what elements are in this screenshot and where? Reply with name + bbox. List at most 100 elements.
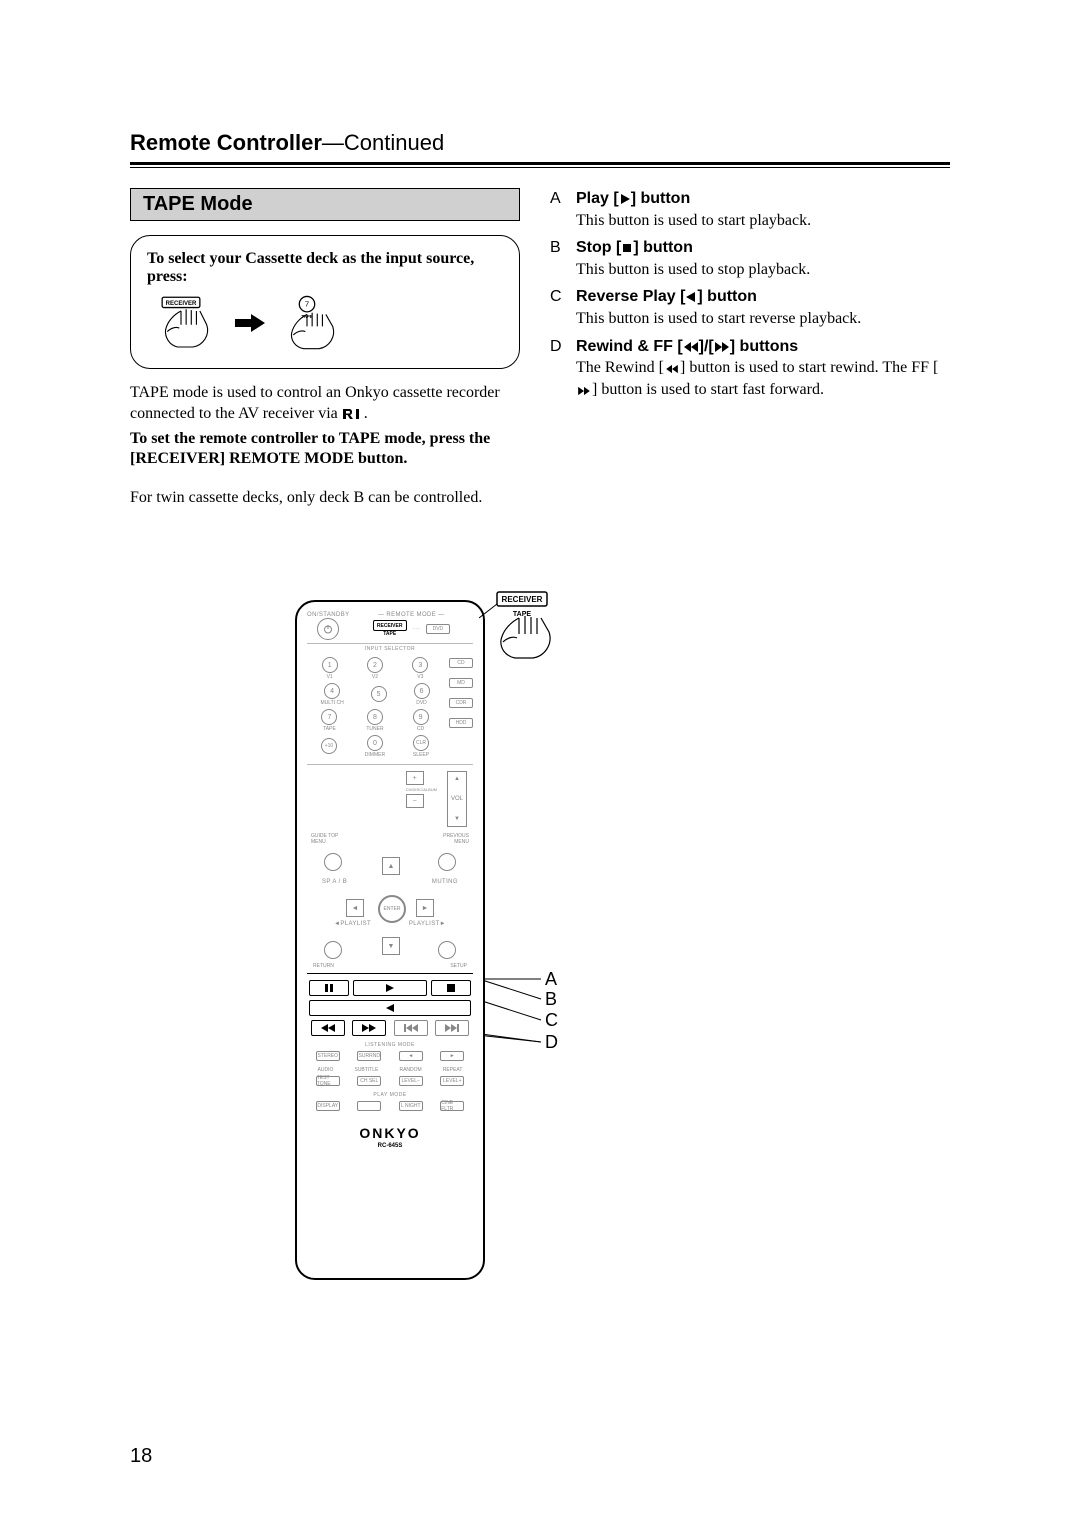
arrow-right-icon	[235, 314, 265, 332]
num-6: 6	[414, 683, 430, 699]
t: Play [	[576, 190, 619, 207]
setup-button	[438, 941, 456, 959]
num-0: 0	[367, 735, 383, 751]
callout-box: To select your Cassette deck as the inpu…	[130, 235, 520, 369]
cinefltr-button: CINE FLTR	[440, 1101, 464, 1111]
play-icon	[385, 983, 395, 993]
lbl-return: RETURN	[313, 963, 334, 969]
lbl-play-mode: PLAY MODE	[307, 1092, 473, 1098]
lbl-remote-mode: — REMOTE MODE —	[378, 612, 445, 618]
remote-body: ON/STANDBY — REMOTE MODE — RECEIVER TAPE…	[295, 600, 485, 1280]
lbl-input-selector: INPUT SELECTOR	[307, 646, 473, 652]
cd-button: CD	[449, 658, 473, 668]
lbl-muting: MUTING	[432, 879, 458, 885]
body-p1b: .	[364, 405, 368, 422]
right-column: A Play [] button This button is used to …	[550, 188, 950, 513]
lbl-playlist-r: PLAYLIST►	[409, 921, 446, 927]
receiver-mode-button: RECEIVER TAPE	[373, 620, 407, 637]
t: The Rewind [	[576, 359, 664, 376]
num-plus10: +10	[321, 738, 337, 754]
lm-surrnd: SURRND	[357, 1051, 381, 1061]
num-5: 5	[371, 686, 387, 702]
callout-receiver-label: RECEIVER	[166, 301, 197, 307]
t: Rewind & FF [	[576, 338, 683, 355]
rewind-button	[311, 1020, 345, 1036]
callout-graphics: RECEIVER 7 TAPE	[157, 294, 503, 352]
ff-icon	[362, 1024, 376, 1032]
reverse-play-icon	[385, 1003, 395, 1013]
nav-left: ◄	[346, 899, 364, 917]
prev-track-button	[394, 1020, 428, 1036]
item-desc: This button is used to start reverse pla…	[576, 308, 950, 330]
reverse-play-icon	[685, 291, 697, 303]
t: ] button is used to start rewind. The FF…	[680, 359, 938, 376]
model-number: RC-645S	[307, 1143, 473, 1149]
item-title: Rewind & FF []/[] buttons	[576, 336, 950, 358]
rewind-icon	[664, 364, 680, 374]
num-2: 2	[367, 657, 383, 673]
t: ] button	[633, 239, 693, 256]
item-body: Rewind & FF []/[] buttons The Rewind [ ] …	[576, 336, 950, 401]
t: Reverse Play [	[576, 288, 685, 305]
lm-left: ◄	[399, 1051, 423, 1061]
prev-menu-button	[438, 853, 456, 871]
lbl-prev-menu: PREVIOUS MENU	[429, 833, 469, 845]
cdr-button: CDR	[449, 698, 473, 708]
nav-up: ▲	[382, 857, 400, 875]
item-title: Stop [] button	[576, 237, 950, 259]
num-4: 4	[324, 683, 340, 699]
ri-icon	[342, 408, 364, 420]
clr-button: CLR	[413, 735, 429, 751]
display-button: DISPLAY	[316, 1101, 340, 1111]
item-b: B Stop [] button This button is used to …	[550, 237, 950, 280]
item-title: Play [] button	[576, 188, 950, 210]
power-icon	[323, 624, 333, 634]
leader-c: C	[545, 1010, 558, 1031]
num-1: 1	[322, 657, 338, 673]
lnight-button: L NIGHT	[399, 1101, 423, 1111]
num-9: 9	[413, 709, 429, 725]
next-track-icon	[445, 1024, 459, 1032]
leader-lines	[485, 600, 557, 1280]
body-p1: TAPE mode is used to control an Onkyo ca…	[130, 383, 520, 425]
lbl-setup: SETUP	[450, 963, 467, 969]
level-minus-button: LEVEL−	[399, 1076, 423, 1086]
item-body: Play [] button This button is used to st…	[576, 188, 950, 231]
prev-track-icon	[404, 1024, 418, 1032]
leader-d: D	[545, 1032, 558, 1053]
hand-press-receiver-icon: RECEIVER	[157, 294, 217, 352]
item-c: C Reverse Play [] button This button is …	[550, 286, 950, 329]
page-number: 18	[130, 1445, 152, 1468]
item-letter: B	[550, 237, 568, 280]
lbl-listening-mode: LISTENING MODE	[307, 1042, 473, 1048]
lbl-subtitle: SUBTITLE	[354, 1067, 378, 1073]
item-letter: D	[550, 336, 568, 401]
brand-logo: ONKYO	[307, 1125, 473, 1141]
stop-icon	[621, 242, 633, 254]
leader-a: A	[545, 969, 557, 990]
item-title: Reverse Play [ ] button	[576, 286, 950, 308]
nav-right: ►	[416, 899, 434, 917]
stop-button	[431, 980, 471, 996]
md-button: MD	[449, 678, 473, 688]
pause-button	[309, 980, 349, 996]
t: ] button	[697, 288, 757, 305]
item-body: Reverse Play [ ] button This button is us…	[576, 286, 950, 329]
page-title-row: Remote Controller—Continued	[130, 130, 950, 156]
num-3: 3	[412, 657, 428, 673]
ff-icon	[714, 341, 730, 353]
enter-button: ENTER	[378, 895, 406, 923]
nav-down: ▼	[382, 937, 400, 955]
item-body: Stop [] button This button is used to st…	[576, 237, 950, 280]
item-d: D Rewind & FF []/[] buttons The Rewind […	[550, 336, 950, 401]
lm-stereo: STEREO	[316, 1051, 340, 1061]
volume-rocker: ▲ VOL ▼	[447, 771, 467, 827]
ch-sel-button: CH SEL	[357, 1076, 381, 1086]
return-button	[324, 941, 342, 959]
dvd-mode-button: DVD	[426, 624, 450, 634]
item-a: A Play [] button This button is used to …	[550, 188, 950, 231]
page-title-continued: —Continued	[322, 130, 444, 155]
lbl-tape: TAPE	[383, 631, 396, 637]
guide-button	[324, 853, 342, 871]
body-p2: To set the remote controller to TAPE mod…	[130, 429, 520, 471]
